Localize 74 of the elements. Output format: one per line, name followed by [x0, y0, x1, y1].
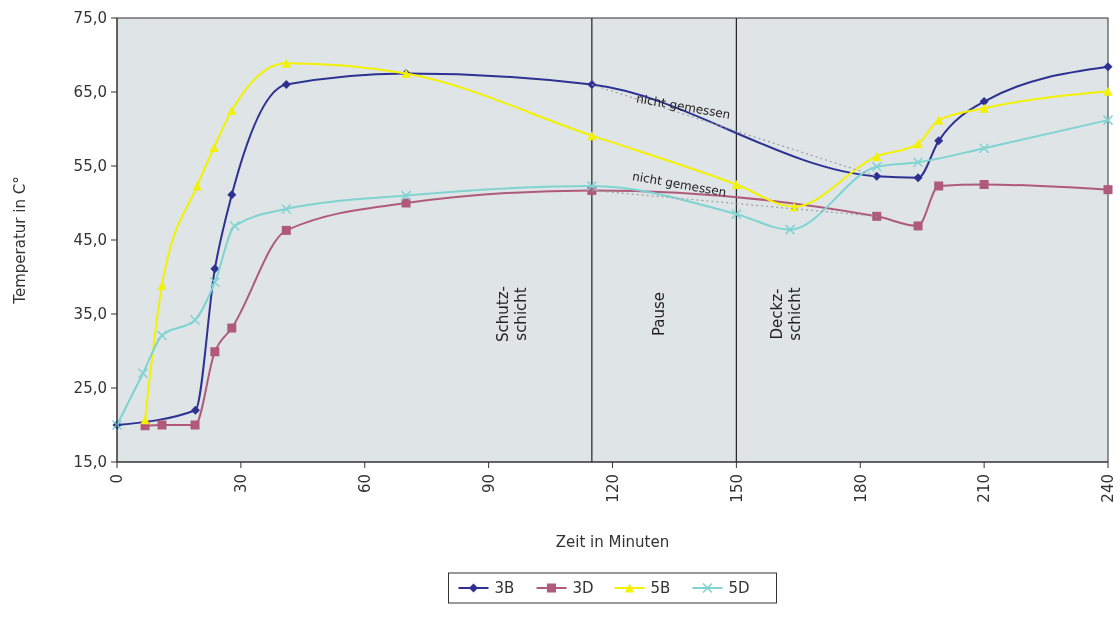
point — [190, 405, 200, 415]
point — [587, 80, 597, 90]
annotation: Schutz- schicht — [493, 286, 530, 342]
y-tick-label: 55,0 — [73, 157, 107, 176]
point — [227, 106, 237, 115]
point — [140, 415, 150, 425]
y-tick-label: 35,0 — [73, 305, 107, 324]
point — [934, 181, 944, 191]
x-tick-label: 0 — [108, 474, 127, 484]
point — [731, 180, 741, 189]
point — [913, 221, 923, 231]
x-tick-label: 90 — [479, 474, 498, 494]
point — [934, 136, 944, 146]
point — [586, 180, 598, 192]
point — [872, 151, 882, 161]
point — [210, 264, 220, 274]
legend-label: 5B — [650, 579, 671, 598]
point — [913, 139, 923, 149]
point — [872, 171, 882, 181]
x-tick-label: 210 — [975, 474, 994, 503]
annotation: Pause — [650, 291, 669, 337]
point — [156, 330, 168, 341]
y-tick-label: 25,0 — [73, 379, 107, 398]
point — [157, 420, 167, 430]
point — [979, 103, 989, 113]
y-tick-label: 15,0 — [73, 453, 107, 472]
y-axis-title: Temperatur in C° — [11, 176, 29, 305]
point — [979, 180, 989, 189]
point — [871, 161, 883, 172]
annotation: nicht gemessen — [631, 169, 728, 200]
point — [731, 208, 742, 220]
x-axis-title: Zeit in Minuten — [555, 533, 670, 551]
x-tick-label: 120 — [603, 474, 622, 503]
point — [210, 347, 220, 357]
x-tick-label: 30 — [232, 474, 251, 494]
point — [281, 203, 292, 215]
point — [227, 190, 237, 200]
point — [281, 80, 291, 90]
point — [1103, 86, 1113, 96]
point — [934, 115, 944, 125]
x-tick-label: 150 — [727, 474, 746, 503]
annotation: nicht gemessen — [635, 91, 732, 122]
point — [587, 131, 597, 141]
point — [784, 224, 796, 235]
legend-label: 3B — [494, 579, 515, 598]
x-tick-label: 180 — [851, 474, 870, 503]
point — [157, 280, 167, 290]
point — [190, 420, 200, 430]
point — [137, 367, 149, 379]
point — [281, 225, 291, 235]
x-tick-label: 60 — [356, 474, 374, 494]
point — [209, 276, 221, 288]
point — [229, 220, 240, 232]
y-tick-label: 65,0 — [73, 83, 107, 102]
point — [1103, 185, 1113, 195]
legend-label: 3D — [572, 579, 594, 598]
point — [189, 314, 201, 326]
x-tick-label: 240 — [1099, 474, 1118, 503]
point — [281, 58, 291, 68]
point — [1102, 114, 1114, 126]
point — [400, 190, 412, 201]
point — [401, 198, 411, 208]
y-tick-label: 45,0 — [73, 231, 107, 250]
point — [913, 173, 923, 183]
point — [209, 143, 219, 152]
annotation: Deckz- schicht — [768, 287, 805, 341]
point — [979, 97, 989, 107]
y-tick-label: 75,0 — [73, 9, 107, 28]
point — [872, 211, 882, 221]
legend-label: 5D — [728, 579, 750, 598]
point — [227, 323, 237, 333]
point — [978, 142, 990, 154]
point — [912, 157, 924, 168]
point — [1103, 62, 1113, 72]
